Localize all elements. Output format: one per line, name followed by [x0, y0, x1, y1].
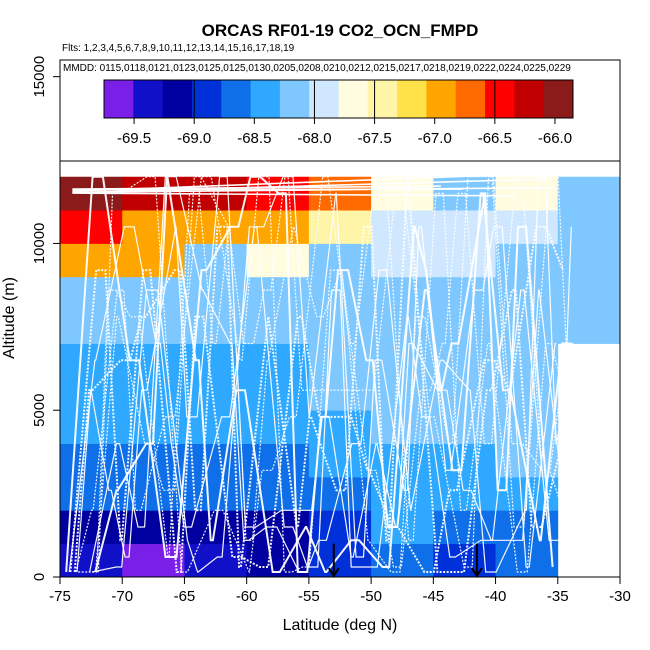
- colorbar-tick-label: -67.5: [357, 130, 391, 147]
- flight-track: [75, 176, 574, 573]
- colorbar-block: [455, 80, 486, 118]
- y-tick-label: 0: [31, 573, 48, 581]
- colorbar-frame: [103, 79, 574, 119]
- colorbar-legend: MMDD: 0115,0118,0121,0123,0125,0125,0130…: [59, 59, 621, 162]
- flight-track: [76, 176, 572, 573]
- colorbar-block: [426, 80, 457, 118]
- colorbar-separators: [193, 80, 496, 118]
- heatmap-cell: [60, 343, 123, 378]
- colorbar-tick-label: -68.5: [237, 130, 271, 147]
- heatmap-cell: [557, 276, 621, 311]
- heatmap-cell: [433, 476, 496, 511]
- flight-track: [73, 175, 577, 573]
- heatmap-cell: [122, 243, 185, 278]
- y-axis-label: Altitude (m): [1, 277, 18, 359]
- y-tick-label: 5000: [31, 394, 48, 427]
- y-axis: 0 5000 10000 15000: [31, 56, 61, 581]
- profile-marker-arrow: [327, 567, 340, 578]
- colorbar-tick-label: -67.0: [418, 130, 452, 147]
- colorbar-tick-label: -66.0: [538, 130, 572, 147]
- heatmap-cell: [60, 410, 123, 444]
- flight-track: [65, 175, 572, 573]
- colorbar-block: [543, 80, 574, 118]
- colorbar-blocks: [104, 80, 574, 118]
- x-tick-label: -55: [298, 588, 320, 605]
- colorbar-block: [485, 80, 515, 118]
- colorbar-block: [309, 80, 339, 118]
- x-axis-label: Latitude (deg N): [283, 617, 398, 634]
- x-tick-label: -45: [422, 588, 444, 605]
- x-axis: -75 -70 -65 -60 -55 -50 -45 -40 -35 -30: [49, 576, 631, 605]
- heatmap-cell: [246, 276, 310, 311]
- colorbar-tick-label: -69.0: [177, 130, 211, 147]
- chart-title: ORCAS RF01-19 CO2_OCN_FMPD: [202, 21, 479, 40]
- colorbar-ticks: -69.5 -69.0 -68.5 -68.0 -67.5 -67.0 -66.5 -66.0: [117, 118, 572, 147]
- colorbar-block: [191, 80, 222, 118]
- heatmap-cell: [60, 443, 123, 478]
- colorbar-block: [162, 80, 193, 118]
- heatmap-cell: [60, 276, 123, 311]
- flight-track: [72, 192, 517, 197]
- heatmap-cell: [246, 310, 310, 344]
- flight-track: [97, 176, 571, 573]
- heatmap-cell: [557, 210, 621, 244]
- flight-track: [94, 175, 554, 573]
- heatmap-cell: [308, 376, 372, 411]
- profile-markers: [327, 543, 483, 578]
- colorbar-block: [221, 80, 251, 118]
- heatmap-cell: [60, 543, 123, 578]
- flight-track: [72, 188, 463, 191]
- heatmap-cell: [495, 543, 559, 578]
- heatmap-cell: [308, 210, 372, 244]
- flight-track: [78, 176, 578, 573]
- heatmap-cell: [184, 543, 248, 578]
- x-tick-label: -35: [547, 588, 569, 605]
- colorbar-block: [104, 80, 134, 118]
- x-tick-label: -70: [111, 588, 133, 605]
- x-tick-label: -50: [360, 588, 382, 605]
- colorbar-block: [397, 80, 427, 118]
- heatmap-cell: [371, 310, 434, 344]
- heatmap-cell: [308, 343, 372, 378]
- colorbar-block: [279, 80, 310, 118]
- heatmap-cell: [557, 176, 621, 211]
- colorbar-block: [338, 80, 369, 118]
- heatmap-cell: [371, 210, 434, 244]
- heatmap-cell: [60, 243, 123, 278]
- heatmap-cell: [308, 476, 372, 511]
- flight-track: [68, 176, 557, 573]
- flights-subtitle: Flts: 1,2,3,4,5,6,7,8,9,10,11,12,13,14,1…: [62, 43, 295, 54]
- heatmap-cell: [433, 310, 496, 344]
- x-tick-label: -65: [174, 588, 196, 605]
- flight-tracks: [65, 173, 578, 573]
- colorbar-block: [250, 80, 281, 118]
- colorbar-block: [514, 80, 545, 118]
- x-tick-label: -30: [609, 588, 631, 605]
- heatmap-cell: [184, 443, 248, 478]
- colorbar-tick-label: -68.0: [297, 130, 331, 147]
- y-tick-label: 10000: [31, 223, 48, 265]
- flight-track: [72, 173, 508, 192]
- x-tick-label: -40: [485, 588, 507, 605]
- colorbar-block: [133, 80, 164, 118]
- flight-track: [89, 176, 574, 573]
- heatmap-cell: [60, 210, 123, 244]
- y-tick-label: 15000: [31, 56, 48, 98]
- heatmap-cell: [184, 276, 248, 311]
- heatmap-cell: [495, 176, 559, 211]
- heatmap-cell: [557, 243, 621, 278]
- colorbar-tick-label: -66.5: [478, 130, 512, 147]
- x-tick-label: -75: [49, 588, 71, 605]
- profile-marker-arrow: [471, 567, 483, 578]
- colorbar-tick-label: -69.5: [117, 130, 151, 147]
- colorbar-block: [367, 80, 398, 118]
- x-tick-label: -60: [236, 588, 258, 605]
- dates-text: MMDD: 0115,0118,0121,0123,0125,0125,0130…: [63, 63, 571, 74]
- flight-track: [91, 226, 564, 573]
